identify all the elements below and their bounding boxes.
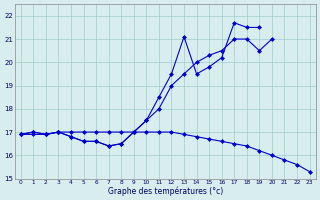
X-axis label: Graphe des températures (°c): Graphe des températures (°c): [108, 186, 223, 196]
